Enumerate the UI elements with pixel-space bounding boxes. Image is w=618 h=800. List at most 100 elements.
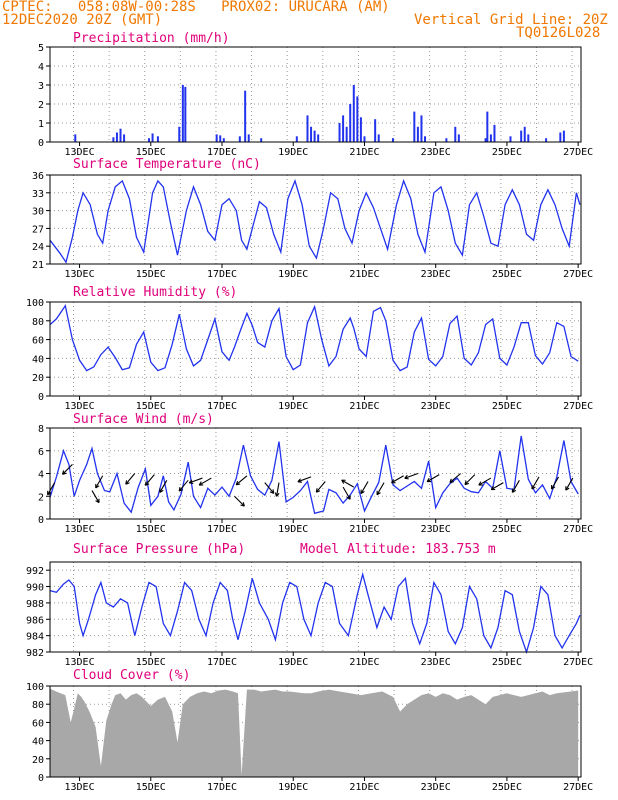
precip-bar xyxy=(509,136,512,142)
header-grid-note: Vertical Grid Line: 20Z xyxy=(414,12,608,28)
panel-title: Relative Humidity (%) xyxy=(73,285,237,300)
precip-bar xyxy=(184,86,187,142)
ytick-label: 40 xyxy=(32,737,44,748)
ytick-label: 60 xyxy=(32,718,44,729)
series-line xyxy=(49,304,579,372)
ytick-label: 982 xyxy=(26,648,44,659)
xtick-label: 21DEC xyxy=(349,657,379,668)
xtick-label: 13DEC xyxy=(65,147,95,158)
precip-bar xyxy=(247,134,250,142)
panel-frame xyxy=(49,561,582,653)
precip-bar xyxy=(215,134,218,142)
panel-0: 0 1 2 3 4 5 13DEC 15DEC 17DEC 19DEC 21DEC 23DEC 25DE… xyxy=(38,31,593,158)
wind-arrow xyxy=(178,479,189,492)
panel-title: Surface Wind (m/s) xyxy=(73,412,214,427)
wind-arrow xyxy=(464,474,476,485)
wind-arrow-head xyxy=(62,470,67,475)
xtick-label: 21DEC xyxy=(349,524,379,535)
precip-bar xyxy=(119,128,122,142)
ytick-label: 80 xyxy=(32,317,44,328)
ytick-label: 40 xyxy=(32,354,44,365)
ytick-label: 0 xyxy=(38,773,44,784)
xtick-label: 13DEC xyxy=(65,657,95,668)
xtick-label: 27DEC xyxy=(563,147,593,158)
wind-arrow-head xyxy=(274,492,280,497)
series-line xyxy=(49,178,581,264)
xtick-label: 21DEC xyxy=(349,147,379,158)
xtick-label: 19DEC xyxy=(278,782,308,793)
precip-bar xyxy=(527,134,530,142)
precip-bar xyxy=(181,85,184,142)
panel-2: 0 20 40 60 80 100 13DEC 15DEC 17DEC 19DEC 21DEC 23D… xyxy=(26,285,593,412)
ytick-label: 20 xyxy=(32,755,44,766)
model-altitude-label: Model Altitude: 183.753 m xyxy=(300,542,496,557)
xtick-label: 23DEC xyxy=(421,657,451,668)
precip-bar xyxy=(219,135,222,142)
precip-bar xyxy=(342,115,345,142)
precip-bar xyxy=(545,138,548,142)
precip-bar xyxy=(523,126,526,142)
wind-arrow-head xyxy=(391,479,396,484)
panel-title: Surface Pressure (hPa) xyxy=(73,542,245,557)
xtick-label: 23DEC xyxy=(421,147,451,158)
panel-title: Cloud Cover (%) xyxy=(73,668,190,683)
ytick-label: 21 xyxy=(32,260,44,271)
wind-arrow-head xyxy=(551,485,556,490)
xtick-label: 15DEC xyxy=(136,524,166,535)
wind-arrow xyxy=(62,464,73,475)
precip-bar xyxy=(295,136,298,142)
precip-bar xyxy=(356,96,359,142)
precip-bar xyxy=(238,136,241,142)
precip-bar xyxy=(310,126,313,142)
wind-arrow xyxy=(159,480,168,493)
wind-arrow xyxy=(551,476,560,490)
wind-arrow-head xyxy=(426,477,432,483)
xtick-label: 17DEC xyxy=(207,147,237,158)
wind-arrow xyxy=(449,473,461,483)
wind-arrow-head xyxy=(198,481,204,486)
precip-bar xyxy=(374,119,377,142)
xtick-label: 13DEC xyxy=(65,524,95,535)
wind-arrow-head xyxy=(235,480,241,486)
xtick-label: 13DEC xyxy=(65,782,95,793)
wind-arrow xyxy=(297,476,312,483)
xtick-label: 25DEC xyxy=(492,657,522,668)
xtick-label: 25DEC xyxy=(492,269,522,280)
precip-bar xyxy=(115,132,118,142)
ytick-label: 990 xyxy=(26,583,44,594)
ytick-label: 2 xyxy=(38,100,44,111)
xtick-label: 17DEC xyxy=(207,657,237,668)
ytick-label: 20 xyxy=(32,373,44,384)
precip-bar xyxy=(156,136,159,142)
ytick-label: 100 xyxy=(26,298,44,309)
xtick-label: 19DEC xyxy=(278,401,308,412)
precip-bar xyxy=(562,130,565,142)
precip-bar xyxy=(377,134,380,142)
ytick-label: 0 xyxy=(38,138,44,149)
ytick-label: 33 xyxy=(32,189,44,200)
xtick-label: 25DEC xyxy=(492,147,522,158)
wind-arrow-head xyxy=(95,498,100,504)
ytick-label: 984 xyxy=(26,632,44,643)
ytick-label: 8 xyxy=(38,424,44,435)
xtick-label: 15DEC xyxy=(136,401,166,412)
wind-arrow xyxy=(478,477,492,486)
precip-bar xyxy=(486,111,489,142)
ytick-label: 30 xyxy=(32,207,44,218)
xtick-label: 27DEC xyxy=(563,401,593,412)
precip-bar xyxy=(306,115,309,142)
wind-arrow-head xyxy=(269,489,275,494)
precip-bar xyxy=(413,111,416,142)
cloud-cover-area xyxy=(50,688,579,777)
wind-arrow xyxy=(125,473,136,485)
wind-arrow xyxy=(342,486,351,500)
precip-bar xyxy=(484,138,487,142)
precip-bar xyxy=(244,90,247,142)
xtick-label: 15DEC xyxy=(136,269,166,280)
precip-bar xyxy=(112,137,115,142)
ytick-label: 0 xyxy=(38,515,44,526)
header-model-code: TQ0126L028 xyxy=(516,25,601,41)
precip-bar xyxy=(391,138,394,142)
xtick-label: 15DEC xyxy=(136,147,166,158)
precip-bar xyxy=(345,126,348,142)
